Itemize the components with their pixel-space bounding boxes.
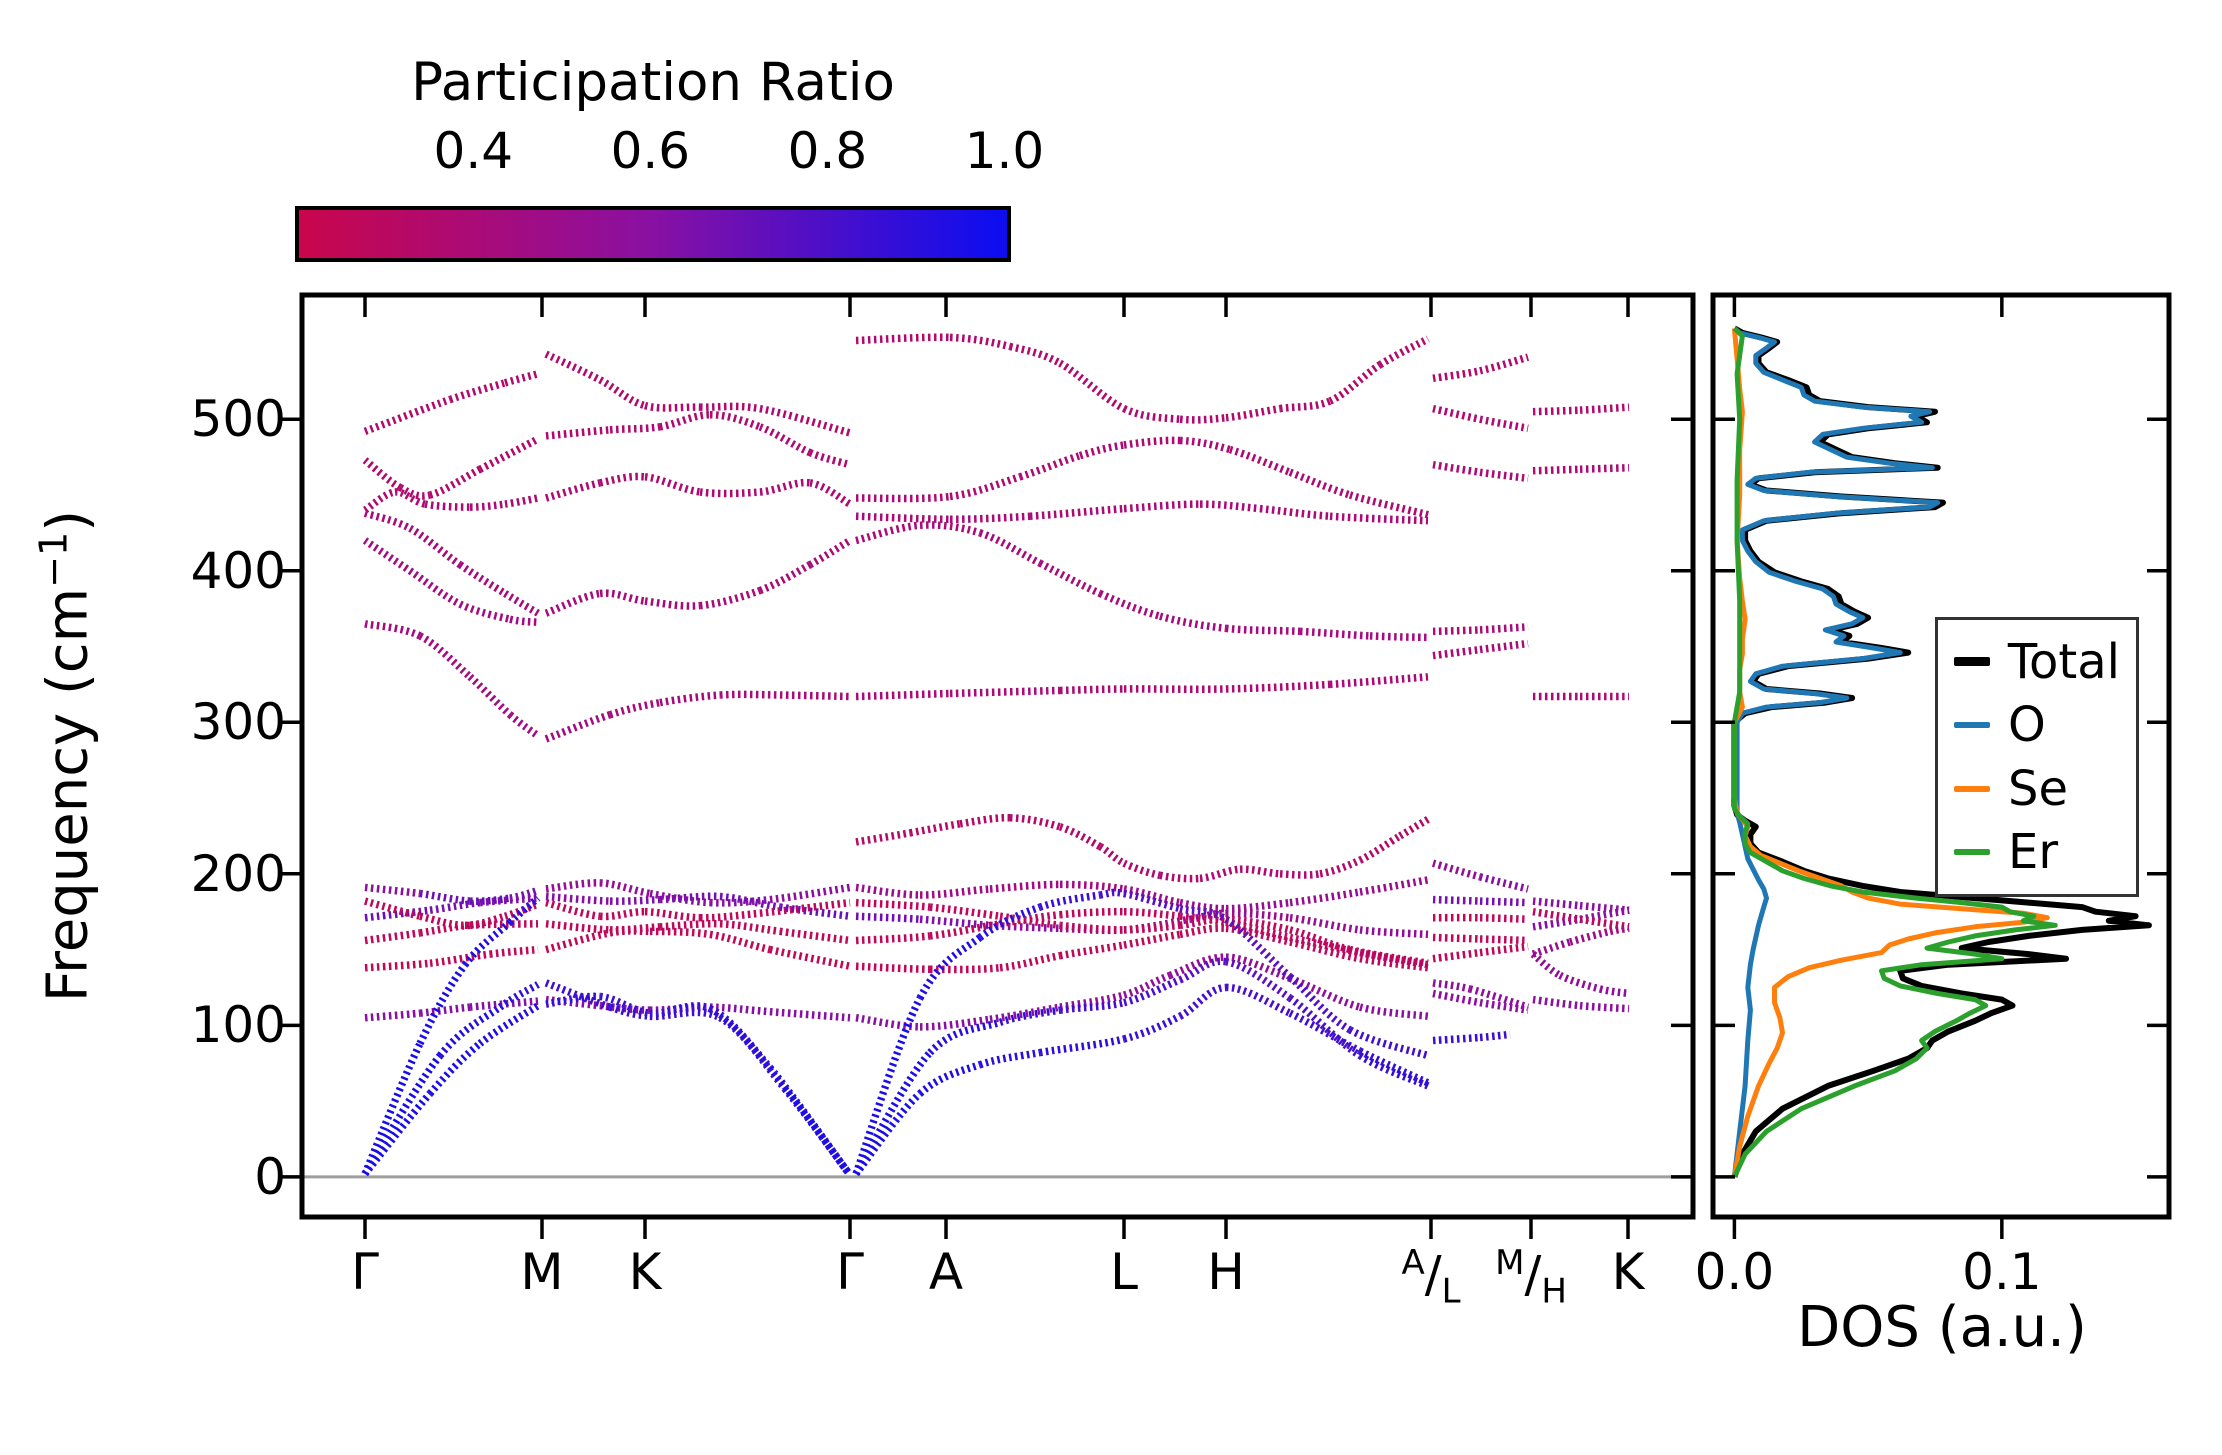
kpath-label: Γ bbox=[836, 1243, 864, 1301]
colorbar-tick-label: 0.8 bbox=[787, 122, 868, 180]
y-axis-label: Frequency (cm−1) bbox=[31, 509, 101, 1003]
legend-entry-o: O bbox=[1954, 697, 2120, 753]
dos-curve-er bbox=[1731, 326, 2058, 1178]
legend-line-swatch bbox=[1954, 722, 1990, 729]
colorbar-tick-label: 1.0 bbox=[964, 122, 1045, 180]
legend-entry-se: Se bbox=[1954, 761, 2120, 817]
legend-label: Se bbox=[2008, 760, 2068, 817]
dos-tick-label: 0.1 bbox=[1962, 1243, 2042, 1301]
frequency-tick-label: 100 bbox=[190, 996, 286, 1055]
kpath-label: Γ bbox=[351, 1243, 379, 1301]
legend-label: O bbox=[2008, 697, 2046, 754]
legend-label: Total bbox=[2007, 633, 2120, 690]
colorbar-tick-label: 0.6 bbox=[610, 122, 691, 180]
kpath-label: K bbox=[628, 1243, 662, 1301]
legend-entry-er: Er bbox=[1954, 824, 2120, 880]
frequency-tick-label: 300 bbox=[190, 693, 286, 752]
frequency-tick-label: 0 bbox=[254, 1147, 286, 1206]
frequency-tick-label: 400 bbox=[190, 541, 286, 600]
axis-ticks bbox=[280, 295, 2169, 1239]
dos-axis-label: DOS (a.u.) bbox=[1797, 1295, 2087, 1360]
legend-line-swatch bbox=[1954, 849, 1990, 856]
phonon-band-curves bbox=[361, 333, 1630, 1177]
kpath-label: M bbox=[520, 1243, 564, 1301]
colorbar-title: Participation Ratio bbox=[411, 52, 895, 113]
kpath-label: A bbox=[928, 1243, 964, 1301]
colorbar-tick-label: 0.4 bbox=[433, 122, 514, 180]
dos-legend: Total O Se Er bbox=[1935, 617, 2139, 897]
kpath-label: M/H bbox=[1495, 1243, 1567, 1312]
kpath-label: K bbox=[1611, 1243, 1645, 1301]
dos-curves bbox=[1731, 325, 2152, 1178]
legend-entry-total: Total bbox=[1954, 634, 2120, 690]
dos-curve-se bbox=[1731, 328, 2050, 1178]
colorbar-gradient bbox=[295, 206, 1011, 262]
kpath-label: A/L bbox=[1401, 1243, 1461, 1312]
axes-frames bbox=[299, 292, 2172, 1220]
legend-line-swatch bbox=[1954, 657, 1990, 667]
kpath-label: H bbox=[1207, 1243, 1245, 1301]
legend-label: Er bbox=[2008, 824, 2059, 881]
dos-curve-o bbox=[1731, 326, 1941, 1178]
frequency-tick-label: 200 bbox=[190, 844, 286, 903]
legend-line-swatch bbox=[1954, 785, 1990, 792]
frequency-tick-label: 500 bbox=[190, 390, 286, 449]
kpath-label: L bbox=[1110, 1243, 1138, 1301]
dos-tick-label: 0.0 bbox=[1694, 1243, 1775, 1301]
